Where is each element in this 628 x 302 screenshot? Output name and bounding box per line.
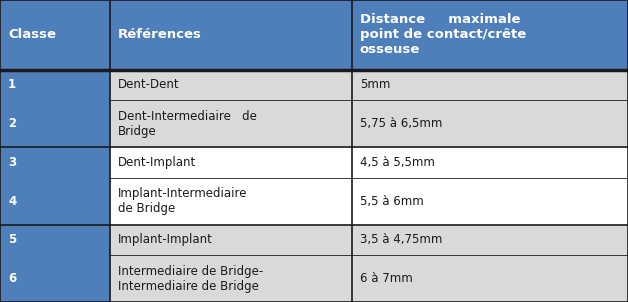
Text: Dent-Implant: Dent-Implant [118,156,197,169]
Bar [110,255,352,302]
Text: Références: Références [118,28,202,41]
Bar [352,100,628,147]
Text: 4,5 à 5,5mm: 4,5 à 5,5mm [360,156,435,169]
Bar [0,0,110,69]
Bar [0,224,110,302]
Bar [110,147,352,178]
Bar [110,224,352,255]
Text: 1: 1 [8,78,16,91]
Text: 2: 2 [8,117,16,130]
Bar [352,0,628,69]
Bar [352,147,628,178]
Text: Intermediaire de Bridge-
Intermediaire de Bridge: Intermediaire de Bridge- Intermediaire d… [118,265,263,293]
Bar [110,100,352,147]
Bar [0,69,110,147]
Text: Classe: Classe [8,28,56,41]
Text: 6 à 7mm: 6 à 7mm [360,272,413,285]
Text: 5,5 à 6mm: 5,5 à 6mm [360,194,424,207]
Text: 3,5 à 4,75mm: 3,5 à 4,75mm [360,233,442,246]
Bar [110,178,352,224]
Text: 6: 6 [8,272,16,285]
Text: Distance     maximale
point de contact/crête
osseuse: Distance maximale point de contact/crête… [360,13,526,56]
Bar [352,69,628,100]
Bar [352,224,628,255]
Text: 5: 5 [8,233,16,246]
Text: Dent-Dent: Dent-Dent [118,78,180,91]
Bar [352,178,628,224]
Bar [110,69,352,100]
Text: Dent-Intermediaire   de
Bridge: Dent-Intermediaire de Bridge [118,110,257,137]
Bar [110,0,352,69]
Text: 5,75 à 6,5mm: 5,75 à 6,5mm [360,117,442,130]
Text: 3: 3 [8,156,16,169]
Bar [352,255,628,302]
Text: Implant-Intermediaire
de Bridge: Implant-Intermediaire de Bridge [118,187,247,215]
Text: 5mm: 5mm [360,78,390,91]
Text: Implant-Implant: Implant-Implant [118,233,213,246]
Bar [0,147,110,224]
Text: 4: 4 [8,194,16,207]
